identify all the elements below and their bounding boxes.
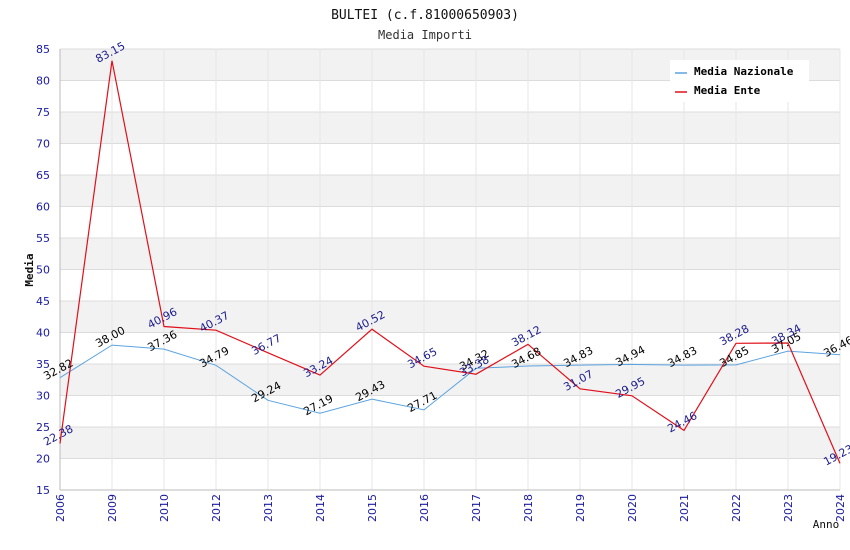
y-tick-label: 40 [36, 327, 50, 340]
plot-band [60, 206, 840, 238]
plot-band [60, 175, 840, 207]
x-tick-label: 2020 [626, 494, 639, 522]
plot-band [60, 427, 840, 459]
plot-band [60, 332, 840, 364]
y-axis-label: Media [23, 253, 36, 286]
legend: Media Nazionale Media Ente [670, 60, 809, 102]
series-line-media-ente [59, 60, 841, 464]
y-tick-label: 25 [36, 421, 50, 434]
y-tick-label: 55 [36, 232, 50, 245]
y-tick-label: 50 [36, 264, 50, 277]
x-axis-label: Anno [813, 518, 840, 531]
x-tick-label: 2021 [678, 494, 691, 522]
plot-band [60, 301, 840, 333]
legend-label-ente: Media Ente [694, 84, 761, 97]
axes [59, 49, 840, 491]
series-line-media-nazionale [59, 344, 841, 414]
plot-band [60, 112, 840, 144]
y-tick-label: 45 [36, 295, 50, 308]
y-tick-label: 20 [36, 453, 50, 466]
grid-lines [59, 48, 841, 491]
x-tick-label: 2024 [834, 494, 847, 522]
x-tick-label: 2023 [782, 494, 795, 522]
y-tick-label: 75 [36, 106, 50, 119]
plot-band [60, 364, 840, 396]
plot-band [60, 269, 840, 301]
x-tick-label: 2017 [470, 494, 483, 522]
plot-band [60, 395, 840, 427]
series-lines [59, 60, 841, 464]
x-tick-label: 2018 [522, 494, 535, 522]
x-tick-label: 2022 [730, 494, 743, 522]
legend-label-nazionale: Media Nazionale [694, 65, 794, 78]
x-tick-label: 2010 [158, 494, 171, 522]
x-tick-label: 2009 [106, 494, 119, 522]
chart-subtitle: Media Importi [378, 28, 472, 42]
y-tick-label: 60 [36, 201, 50, 214]
y-tick-label: 80 [36, 75, 50, 88]
plot-bands [60, 49, 840, 490]
y-tick-label: 35 [36, 358, 50, 371]
plot-band [60, 143, 840, 175]
plot-band [60, 458, 840, 490]
x-tick-label: 2016 [418, 494, 431, 522]
legend-box [670, 60, 809, 102]
y-tick-label: 70 [36, 138, 50, 151]
y-tick-label: 65 [36, 169, 50, 182]
x-tick-label: 2014 [314, 494, 327, 522]
x-tick-label: 2013 [262, 494, 275, 522]
x-tick-label: 2012 [210, 494, 223, 522]
plot-band [60, 238, 840, 270]
chart-title: BULTEI (c.f.81000650903) [331, 8, 519, 23]
x-tick-label: 2006 [54, 494, 67, 522]
x-tick-label: 2015 [366, 494, 379, 522]
x-tick-label: 2019 [574, 494, 587, 522]
x-tick-labels: 2006 2009 2010 2012 2013 2014 2015 2016 2017 2018… [54, 494, 847, 522]
y-tick-label: 30 [36, 390, 50, 403]
y-tick-labels: 15 20 25 30 35 40 45 50 55 60 65 70 75 80 85 [36, 43, 50, 497]
y-tick-label: 15 [36, 484, 50, 497]
y-tick-label: 85 [36, 43, 50, 56]
